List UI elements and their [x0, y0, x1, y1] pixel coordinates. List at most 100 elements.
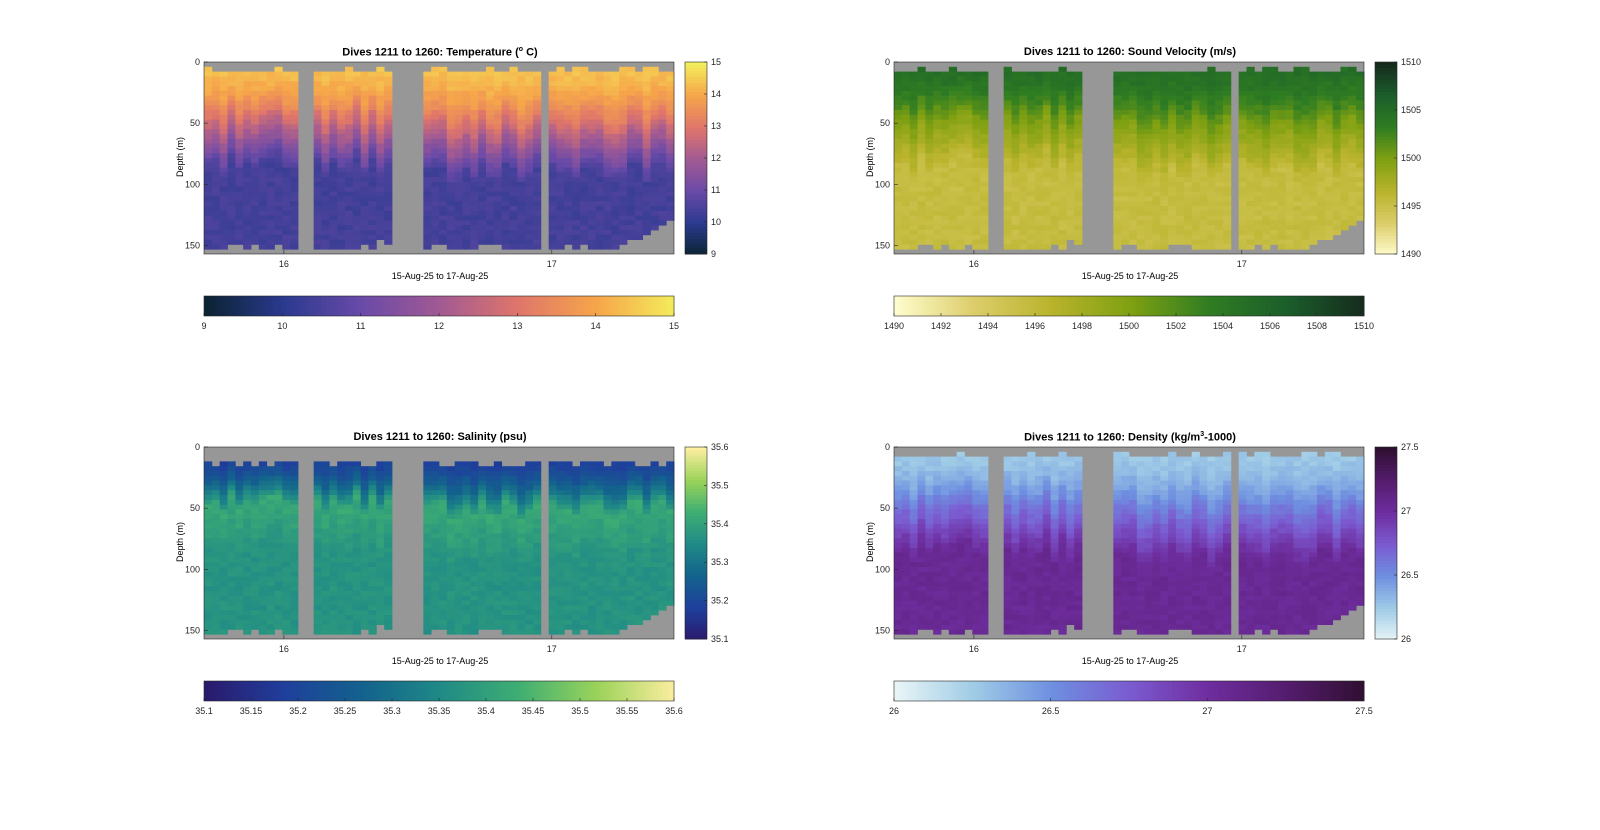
heatmap-cell — [274, 523, 283, 529]
heatmap-cell — [1129, 201, 1138, 207]
heatmap-cell — [1277, 129, 1287, 135]
heatmap-cell — [266, 76, 275, 82]
heatmap-cell — [290, 220, 299, 226]
heatmap-cell — [1144, 177, 1153, 183]
heatmap-cell — [1332, 138, 1341, 144]
heatmap-cell — [337, 134, 346, 140]
heatmap-cell — [1223, 148, 1232, 154]
heatmap-cell — [1356, 167, 1365, 173]
heatmap-cell — [1262, 244, 1271, 250]
heatmap-cell — [619, 114, 628, 120]
side-colorbar-step — [1375, 122, 1397, 126]
heatmap-cell — [1254, 177, 1263, 183]
heatmap-cell — [658, 138, 667, 144]
heatmap-cell — [580, 162, 589, 168]
heatmap-cell — [1223, 196, 1232, 202]
heatmap-cell — [274, 600, 283, 606]
heatmap-cell — [548, 134, 557, 140]
heatmap-cell — [1207, 81, 1216, 87]
heatmap-cell — [901, 186, 911, 192]
heatmap-cell — [619, 230, 628, 236]
heatmap-cell — [666, 110, 675, 116]
side-colorbar-step — [685, 173, 707, 177]
side-colorbar-step — [685, 95, 707, 99]
heatmap-cell — [219, 619, 228, 625]
heatmap-cell — [941, 225, 950, 231]
heatmap-cell — [1340, 167, 1349, 173]
heatmap-cell — [925, 186, 934, 192]
heatmap-cell — [1011, 95, 1020, 101]
heatmap-cell — [235, 466, 244, 472]
heatmap-cell — [204, 581, 213, 587]
heatmap-cell — [1136, 210, 1146, 216]
heatmap-cell — [204, 220, 213, 226]
heatmap-cell — [964, 148, 973, 154]
heatmap-cell — [894, 206, 903, 212]
heatmap-cell — [933, 86, 942, 92]
heatmap-cell — [1285, 90, 1294, 96]
heatmap-cell — [658, 177, 667, 183]
heatmap-cell — [1356, 153, 1365, 159]
bottom-colorbar-step — [1038, 296, 1044, 316]
heatmap-cell — [1003, 215, 1012, 221]
heatmap-cell — [204, 499, 213, 505]
side-colorbar-step — [685, 101, 707, 105]
heatmap-cell — [909, 119, 918, 125]
heatmap-cell — [251, 119, 260, 125]
heatmap-cell — [1332, 71, 1341, 77]
heatmap-cell — [1003, 244, 1012, 250]
side-colorbar-step — [685, 209, 707, 213]
heatmap-cell — [525, 148, 534, 154]
heatmap-cell — [1309, 186, 1318, 192]
heatmap-cell — [290, 571, 299, 577]
heatmap-cell — [509, 114, 518, 120]
heatmap-cell — [1191, 138, 1200, 144]
heatmap-cell — [376, 134, 385, 140]
heatmap-cell — [1121, 95, 1130, 101]
heatmap-cell — [1324, 100, 1334, 106]
heatmap-cell — [1262, 196, 1271, 202]
heatmap-cell — [642, 138, 651, 144]
heatmap-cell — [956, 86, 965, 92]
heatmap-cell — [243, 605, 252, 611]
heatmap-cell — [219, 495, 228, 501]
heatmap-cell — [572, 186, 581, 192]
heatmap-cell — [1144, 119, 1153, 125]
heatmap-cell — [1254, 225, 1263, 231]
heatmap-cell — [337, 523, 346, 529]
heatmap-cell — [611, 134, 620, 140]
heatmap-cell — [352, 504, 362, 510]
heatmap-cell — [243, 543, 252, 549]
heatmap-cell — [572, 143, 581, 149]
heatmap-cell — [501, 105, 510, 111]
heatmap-cell — [211, 576, 221, 582]
heatmap-cell — [595, 220, 604, 226]
heatmap-cell — [313, 230, 322, 236]
heatmap-cell — [1113, 110, 1122, 116]
heatmap-cell — [1129, 230, 1138, 236]
heatmap-cell — [290, 81, 299, 87]
heatmap-cell — [666, 158, 675, 164]
heatmap-cell — [1160, 234, 1169, 240]
heatmap-cell — [321, 557, 330, 563]
heatmap-cell — [290, 547, 299, 553]
bottom-colorbar-step — [450, 296, 456, 316]
heatmap-cell — [941, 86, 950, 92]
heatmap-cell — [580, 148, 589, 154]
heatmap-cell — [243, 538, 252, 544]
heatmap-cell — [1003, 206, 1012, 212]
heatmap-cell — [972, 134, 981, 140]
heatmap-cell — [251, 624, 260, 630]
heatmap-cell — [478, 153, 487, 159]
heatmap-cell — [243, 172, 252, 178]
heatmap-cell — [345, 220, 354, 226]
heatmap-cell — [204, 143, 213, 149]
heatmap-cell — [1121, 100, 1130, 106]
heatmap-cell — [1050, 230, 1059, 236]
heatmap-cell — [368, 201, 377, 207]
heatmap-cell — [1168, 215, 1177, 221]
heatmap-cell — [243, 480, 252, 486]
heatmap-cell — [980, 186, 989, 192]
heatmap-cell — [909, 100, 918, 106]
heatmap-cell — [634, 114, 644, 120]
